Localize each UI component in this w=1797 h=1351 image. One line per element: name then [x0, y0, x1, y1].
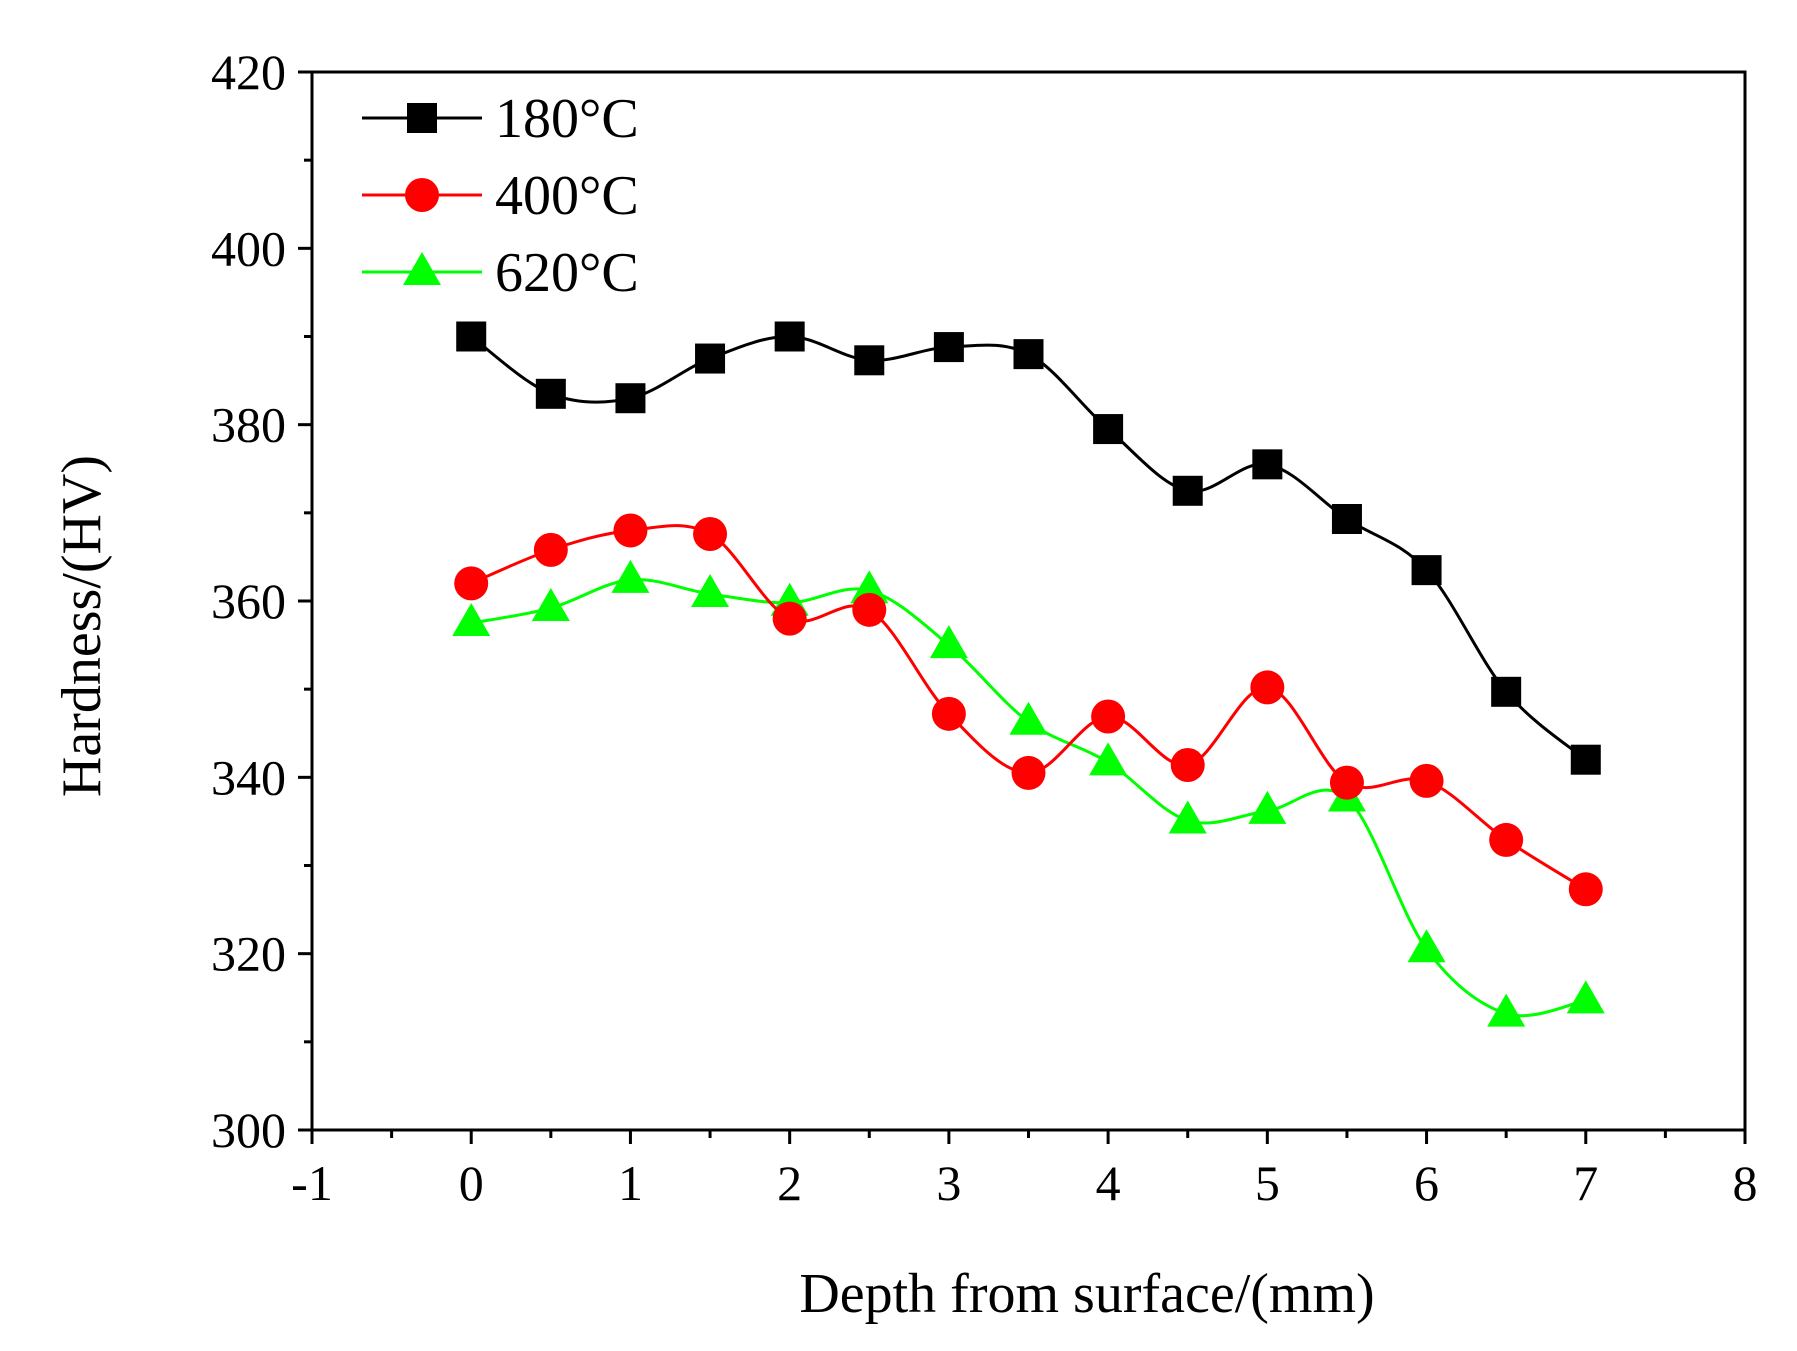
data-point: [1013, 339, 1044, 370]
y-tick-label: 380: [211, 397, 286, 453]
series-layer: [452, 321, 1605, 1027]
data-point: [456, 321, 487, 352]
legend-label: 620°C: [495, 242, 639, 304]
x-tick-label: 6: [1414, 1155, 1439, 1211]
series-line: [470, 578, 1587, 1018]
y-tick-label: 340: [211, 749, 286, 805]
data-point: [1329, 765, 1364, 800]
data-point: [1011, 755, 1046, 790]
data-point: [933, 332, 964, 363]
data-point: [772, 601, 807, 636]
data-point: [1172, 475, 1203, 506]
y-tick-label: 420: [211, 44, 286, 100]
data-point: [1570, 744, 1601, 775]
x-tick-label: 5: [1255, 1155, 1280, 1211]
data-point: [1091, 699, 1126, 734]
x-tick-label: -1: [291, 1155, 333, 1211]
data-point: [1093, 414, 1124, 445]
series-400CC: [454, 513, 1603, 907]
x-tick-label: 0: [459, 1155, 484, 1211]
data-point: [854, 345, 885, 376]
legend-marker: [403, 252, 441, 285]
data-point: [1409, 763, 1444, 798]
data-point: [452, 603, 491, 637]
x-tick-label: 2: [777, 1155, 802, 1211]
legend-item: 180°C: [362, 88, 639, 150]
plot-frame: [310, 70, 1747, 1132]
series-180CC: [456, 321, 1601, 775]
y-axis-label: Hardness/(HV): [51, 455, 113, 797]
data-point: [535, 378, 566, 409]
legend-label: 400°C: [495, 165, 639, 227]
legend: 180°C 400°C 620°C: [362, 88, 639, 304]
axes-layer: -1 0 1 2 3 4 5 6 7 8 300 320 340 360 380 400 420: [211, 44, 1758, 1211]
data-point: [454, 566, 489, 601]
data-point: [1168, 800, 1207, 834]
legend-label: 180°C: [495, 88, 639, 150]
data-point: [611, 559, 650, 593]
data-point: [852, 592, 887, 627]
data-point: [531, 588, 570, 622]
data-point: [1331, 504, 1362, 535]
data-point: [774, 321, 805, 352]
y-tick-label: 360: [211, 573, 286, 629]
legend-item: 620°C: [362, 242, 639, 304]
data-point: [1568, 872, 1603, 907]
data-point: [693, 516, 728, 551]
data-point: [1489, 822, 1524, 857]
data-point: [850, 570, 889, 604]
x-tick-label: 8: [1733, 1155, 1758, 1211]
y-tick-label: 400: [211, 220, 286, 276]
data-point: [1250, 670, 1285, 705]
x-tick-label: 3: [936, 1155, 961, 1211]
x-tick-label: 7: [1573, 1155, 1598, 1211]
x-tick-label: 1: [618, 1155, 643, 1211]
legend-marker: [407, 103, 437, 133]
data-point: [1252, 449, 1283, 480]
data-point: [691, 573, 730, 607]
y-tick-label: 320: [211, 926, 286, 982]
x-axis-label: Depth from surface/(mm): [799, 1263, 1374, 1325]
data-point: [1487, 993, 1526, 1027]
data-point: [931, 696, 966, 731]
y-tick-label: 300: [211, 1102, 286, 1158]
data-point: [1411, 555, 1442, 586]
data-point: [1248, 790, 1287, 824]
data-point: [1491, 676, 1522, 707]
data-point: [1089, 742, 1128, 776]
legend-item: 400°C: [362, 165, 639, 227]
data-point: [1009, 701, 1048, 735]
data-point: [1170, 747, 1205, 782]
data-point: [1566, 980, 1605, 1014]
x-tick-label: 4: [1096, 1155, 1121, 1211]
data-point: [533, 532, 568, 567]
data-point: [1407, 929, 1446, 963]
data-point: [613, 513, 648, 548]
data-point: [615, 383, 646, 414]
legend-marker: [405, 178, 439, 212]
data-point: [929, 625, 968, 659]
data-point: [695, 343, 726, 374]
